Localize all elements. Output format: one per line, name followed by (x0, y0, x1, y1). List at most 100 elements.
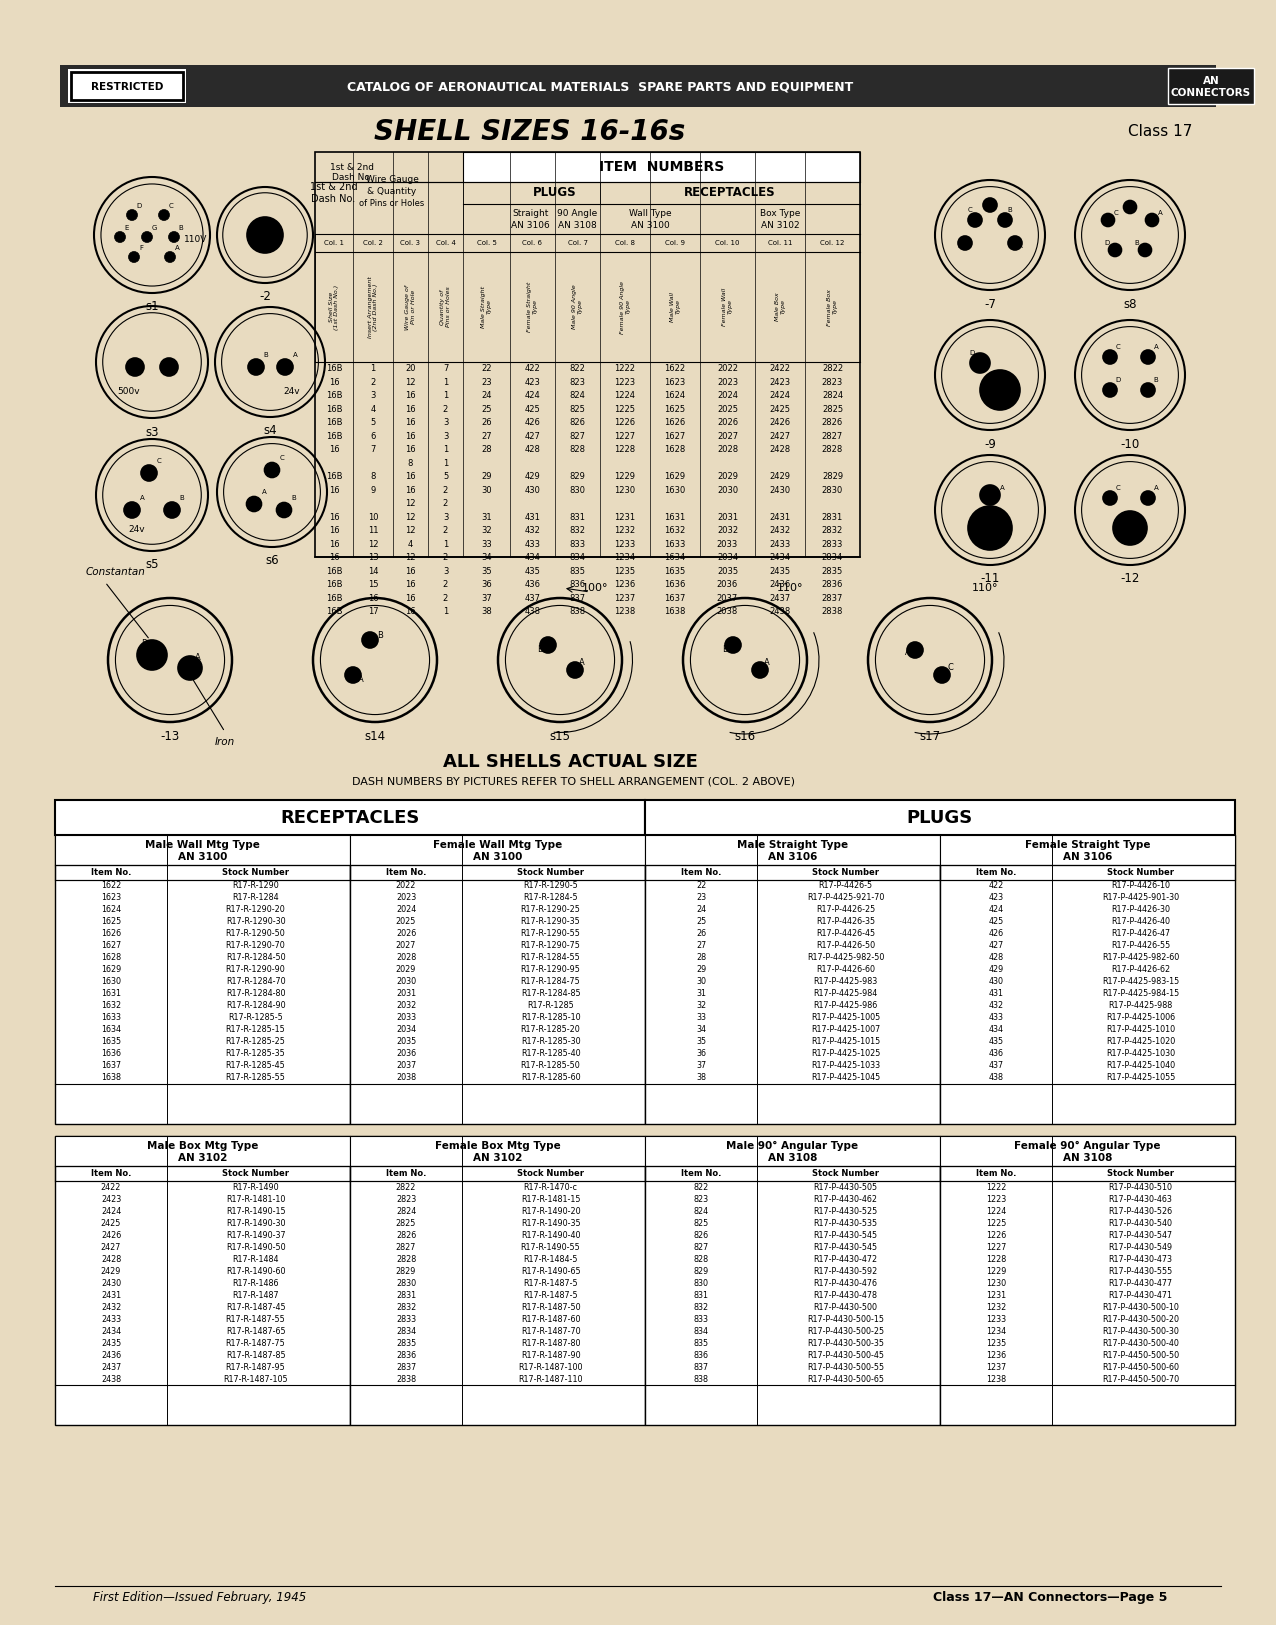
Circle shape (907, 642, 923, 658)
Text: R17-R-1290-75: R17-R-1290-75 (521, 941, 581, 951)
Text: 2034: 2034 (396, 1025, 416, 1035)
Text: Male 90 Angle
Type: Male 90 Angle Type (572, 284, 583, 330)
Text: 2028: 2028 (396, 954, 416, 962)
Text: R17-P-4430-500-65: R17-P-4430-500-65 (808, 1375, 884, 1383)
Text: 35: 35 (481, 567, 491, 575)
Text: 2423: 2423 (101, 1194, 121, 1204)
Text: Item No.: Item No. (681, 1168, 721, 1178)
Text: 1232: 1232 (615, 526, 635, 535)
Circle shape (1101, 213, 1114, 226)
Text: 31: 31 (481, 514, 491, 522)
Text: 17: 17 (367, 608, 378, 616)
Text: 1236: 1236 (614, 580, 635, 590)
Text: 1625: 1625 (665, 405, 685, 414)
Bar (350, 1167, 644, 1181)
Text: 16: 16 (406, 486, 416, 494)
Text: R17-P-4430-477: R17-P-4430-477 (1109, 1279, 1173, 1287)
Text: R17-P-4430-473: R17-P-4430-473 (1109, 1254, 1173, 1264)
Circle shape (567, 661, 583, 678)
Text: R17-P-4426-60: R17-P-4426-60 (817, 965, 875, 975)
Text: 2832: 2832 (822, 526, 843, 535)
Text: Class 17—AN Connectors—Page 5: Class 17—AN Connectors—Page 5 (933, 1591, 1168, 1604)
Text: 2433: 2433 (769, 540, 791, 549)
Text: R17-R-1285-50: R17-R-1285-50 (521, 1061, 581, 1071)
Text: 3: 3 (443, 432, 448, 440)
Text: 16B: 16B (325, 608, 342, 616)
Text: 437: 437 (524, 593, 541, 603)
Text: 22: 22 (481, 364, 491, 374)
Text: 427: 427 (989, 941, 1004, 951)
Text: R17-P-4425-1025: R17-P-4425-1025 (812, 1050, 880, 1058)
Text: 2828: 2828 (396, 1254, 416, 1264)
Bar (940, 1167, 1235, 1181)
Text: 438: 438 (524, 608, 541, 616)
Text: R17-P-4426-5: R17-P-4426-5 (818, 881, 873, 891)
Text: 1233: 1233 (614, 540, 635, 549)
Text: Constantan: Constantan (85, 567, 145, 577)
Text: 828: 828 (569, 445, 586, 455)
Text: 34: 34 (695, 1025, 706, 1035)
Text: -2: -2 (259, 291, 271, 304)
Text: 432: 432 (524, 526, 541, 535)
Text: 835: 835 (569, 567, 586, 575)
Text: 2831: 2831 (396, 1290, 416, 1300)
Text: 2432: 2432 (101, 1303, 121, 1311)
Text: 823: 823 (693, 1194, 708, 1204)
Text: R17-P-4426-47: R17-P-4426-47 (1111, 929, 1170, 939)
Text: R17-R-1284-75: R17-R-1284-75 (521, 978, 581, 986)
Text: 26: 26 (695, 929, 706, 939)
Text: R17-P-4430-549: R17-P-4430-549 (1109, 1243, 1173, 1251)
Text: R17-R-1486: R17-R-1486 (232, 1279, 279, 1287)
Text: 2831: 2831 (822, 514, 843, 522)
Text: s6: s6 (265, 554, 279, 567)
Text: 424: 424 (989, 905, 1004, 915)
Text: 436: 436 (524, 580, 541, 590)
Text: 16: 16 (406, 418, 416, 427)
Text: 24: 24 (695, 905, 706, 915)
Text: 16: 16 (406, 392, 416, 400)
Text: 1638: 1638 (101, 1074, 121, 1082)
Text: 1235: 1235 (615, 567, 635, 575)
Text: 1226: 1226 (615, 418, 635, 427)
Text: D: D (970, 349, 975, 356)
Text: 432: 432 (989, 1001, 1004, 1011)
Text: D: D (957, 244, 962, 249)
Text: R17-P-4425-921-70: R17-P-4425-921-70 (806, 894, 884, 902)
Text: 431: 431 (989, 990, 1003, 998)
Text: 4: 4 (370, 405, 375, 414)
Text: 837: 837 (693, 1362, 708, 1372)
Text: 1: 1 (443, 608, 448, 616)
Text: 1233: 1233 (986, 1315, 1005, 1323)
Bar (55, 1167, 350, 1181)
Circle shape (345, 666, 361, 682)
Text: 16: 16 (406, 580, 416, 590)
Text: 12: 12 (406, 499, 416, 509)
Text: 38: 38 (481, 608, 491, 616)
Text: A: A (139, 496, 144, 500)
Text: 1227: 1227 (615, 432, 635, 440)
Text: 1226: 1226 (986, 1230, 1007, 1240)
Text: R17-P-4425-988: R17-P-4425-988 (1109, 1001, 1173, 1011)
Text: B: B (1139, 517, 1145, 523)
Text: R17-P-4430-463: R17-P-4430-463 (1109, 1194, 1173, 1204)
Text: 2427: 2427 (769, 432, 791, 440)
Text: Female Straight
Type: Female Straight Type (527, 281, 538, 332)
Text: 1224: 1224 (615, 392, 635, 400)
Text: 1627: 1627 (665, 432, 685, 440)
Text: Stock Number: Stock Number (517, 1168, 584, 1178)
Text: 14: 14 (367, 567, 378, 575)
Text: R17-R-1285-35: R17-R-1285-35 (226, 1050, 286, 1058)
Text: D: D (1115, 377, 1120, 383)
Text: 2833: 2833 (396, 1315, 416, 1323)
Text: Stock Number: Stock Number (222, 1168, 290, 1178)
Text: 16: 16 (406, 445, 416, 455)
Circle shape (362, 632, 378, 648)
Text: 3: 3 (370, 392, 375, 400)
Text: 2431: 2431 (101, 1290, 121, 1300)
Circle shape (158, 210, 170, 221)
Text: 12: 12 (406, 377, 416, 387)
Text: 2436: 2436 (769, 580, 791, 590)
Text: 2824: 2824 (396, 1206, 416, 1216)
Text: 1: 1 (443, 392, 448, 400)
Text: 1228: 1228 (615, 445, 635, 455)
